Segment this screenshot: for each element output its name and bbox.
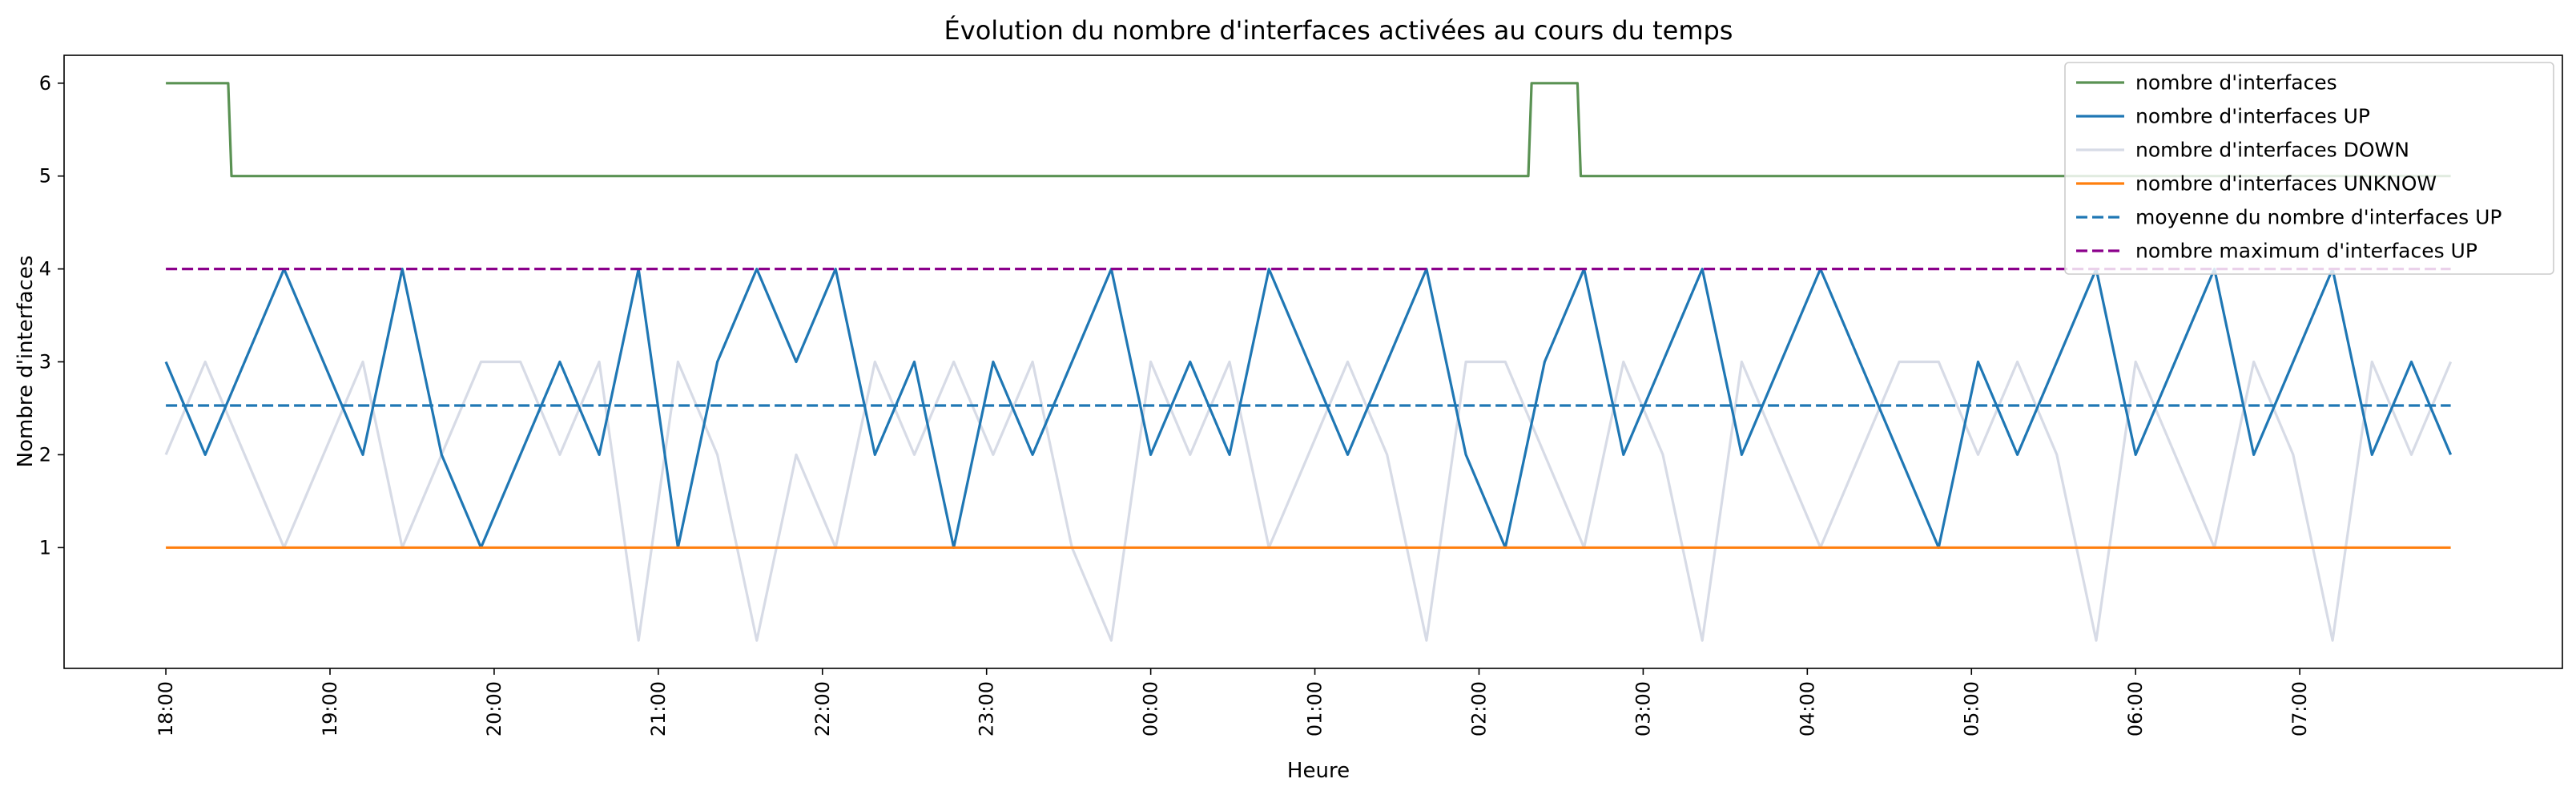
x-tick-label: 22:00 <box>811 681 834 736</box>
x-tick-label: 21:00 <box>647 681 670 736</box>
series-line-0 <box>166 82 2451 178</box>
x-axis: 18:00 19:00 20:00 21:00 22:00 23:00 00:00 01:00… <box>155 668 2311 736</box>
legend-entry: nombre maximum d'interfaces UP <box>2135 240 2477 263</box>
x-tick-label: 01:00 <box>1304 681 1326 736</box>
legend-entry: nombre d'interfaces <box>2135 71 2337 95</box>
x-tick-label: 02:00 <box>1467 681 1490 736</box>
x-axis-label: Heure <box>1287 759 1350 783</box>
y-axis-label: Nombre d'interfaces <box>14 256 38 468</box>
x-tick-label: 03:00 <box>1632 681 1654 736</box>
y-tick-label: 3 <box>39 351 51 373</box>
y-tick-label: 5 <box>39 165 51 188</box>
legend: nombre d'interfaces nombre d'interfaces U… <box>2064 62 2554 275</box>
y-tick-label: 6 <box>39 72 51 95</box>
x-tick-label: 05:00 <box>1960 681 1982 736</box>
x-tick-label: 06:00 <box>2124 681 2147 736</box>
x-tick-label: 07:00 <box>2288 681 2311 736</box>
x-tick-label: 19:00 <box>319 681 341 736</box>
legend-entry: nombre d'interfaces UP <box>2135 105 2370 128</box>
series-line-1 <box>164 268 2453 549</box>
chart-title: Évolution du nombre d'interfaces activée… <box>944 15 1733 46</box>
legend-entry: nombre d'interfaces DOWN <box>2135 139 2409 162</box>
y-tick-label: 1 <box>39 536 51 559</box>
x-tick-label: 23:00 <box>976 681 998 736</box>
legend-entry: nombre d'interfaces UNKNOW <box>2135 172 2437 196</box>
x-tick-label: 18:00 <box>155 681 177 736</box>
x-tick-label: 04:00 <box>1796 681 1818 736</box>
legend-box <box>2064 62 2554 275</box>
series-line-2 <box>164 360 2453 642</box>
x-tick-label: 00:00 <box>1140 681 1162 736</box>
x-tick-label: 20:00 <box>483 681 505 736</box>
y-axis: 1 2 3 4 5 6 <box>39 72 64 559</box>
legend-entry: moyenne du nombre d'interfaces UP <box>2135 206 2502 229</box>
plot-area <box>164 82 2453 642</box>
y-tick-label: 4 <box>39 258 51 280</box>
y-tick-label: 2 <box>39 443 51 466</box>
